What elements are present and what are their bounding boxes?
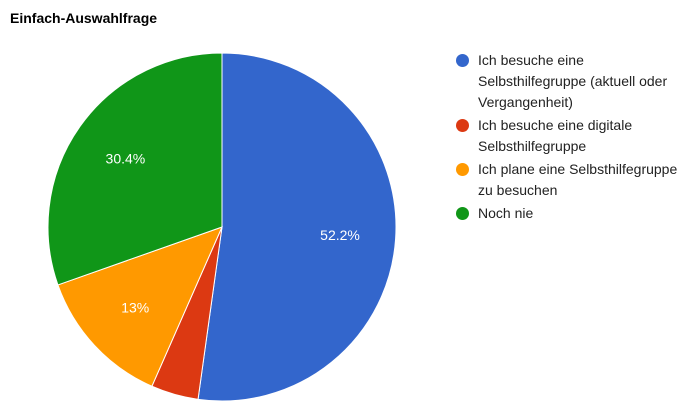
legend-label-3: Ich plane eine Selbsthilfegruppe zu besu… xyxy=(478,161,678,198)
chart-title: Einfach-Auswahlfrage xyxy=(10,10,158,26)
legend-item-2[interactable]: Ich besuche eine digitale Selbsthilfegru… xyxy=(456,115,686,157)
legend-swatch-4 xyxy=(456,207,469,220)
legend-item-4[interactable]: Noch nie xyxy=(456,203,686,224)
chart-legend: Ich besuche eine Selbsthilfegruppe (aktu… xyxy=(456,50,686,226)
pie-slice-4[interactable] xyxy=(47,52,223,286)
legend-label-2: Ich besuche eine digitale Selbsthilfegru… xyxy=(478,117,633,154)
legend-item-3[interactable]: Ich plane eine Selbsthilfegruppe zu besu… xyxy=(456,159,686,201)
legend-label-4: Noch nie xyxy=(478,205,534,221)
legend-label-1: Ich besuche eine Selbsthilfegruppe (aktu… xyxy=(478,52,668,110)
slice-label-3: 13% xyxy=(121,299,149,315)
legend-swatch-1 xyxy=(456,54,469,67)
slice-label-4: 30.4% xyxy=(106,151,146,167)
legend-swatch-3 xyxy=(456,163,469,176)
slice-label-1: 52.2% xyxy=(320,227,360,243)
pie-slice-1[interactable] xyxy=(197,52,397,402)
legend-swatch-2 xyxy=(456,119,469,132)
legend-item-1[interactable]: Ich besuche eine Selbsthilfegruppe (aktu… xyxy=(456,50,686,113)
pie-slice-3[interactable] xyxy=(57,226,223,387)
